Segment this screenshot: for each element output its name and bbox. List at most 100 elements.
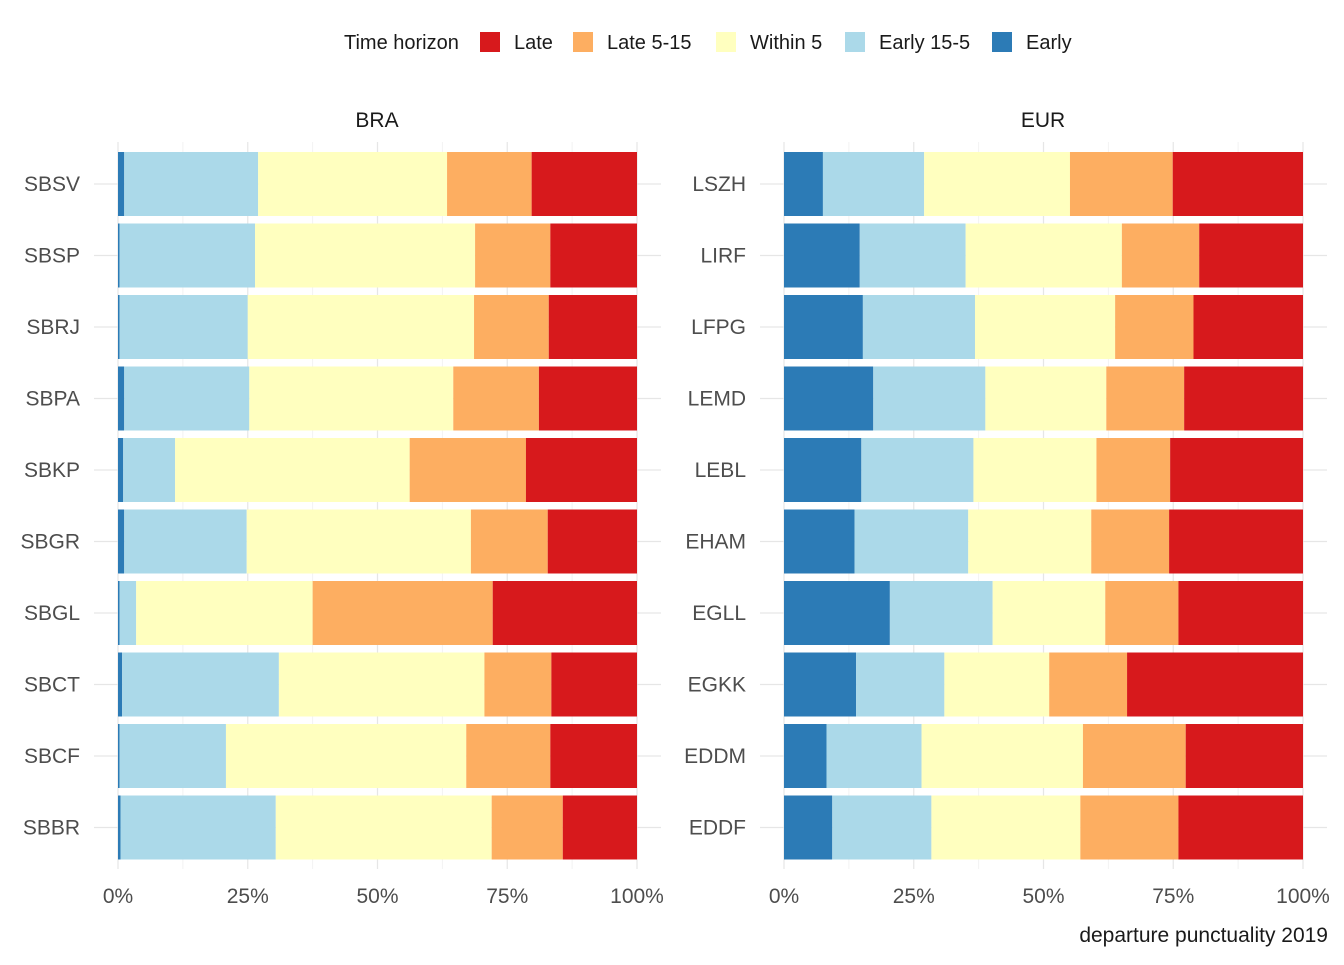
y-tick-label-lebl: LEBL	[695, 459, 746, 482]
bar-segment-egkk-early-15-5	[856, 652, 945, 717]
bar-segment-sbgr-within-5	[246, 509, 471, 574]
y-tick-label-sbkp: SBKP	[24, 459, 80, 482]
facet-panels: BRA SBSV SBSP SBRJ SBPA SBKP SBGR SBGL SBCT SBCF S…	[20, 109, 1329, 908]
y-tick-label-eddf: EDDF	[689, 817, 746, 840]
y-tick-label-eham: EHAM	[685, 531, 746, 554]
panel-eur: EUR LSZH LIRF LFPG LEMD LEBL EHAM EGLL EGKK EDDM E…	[684, 109, 1330, 908]
x-tick-label: 75%	[486, 885, 528, 908]
y-tick-label-sbct: SBCT	[24, 674, 80, 697]
y-tick-label-lfpg: LFPG	[691, 316, 746, 339]
legend-label-late: Late	[514, 32, 553, 54]
legend-label-within-5: Within 5	[750, 32, 822, 54]
bar-segment-sbpa-late	[538, 366, 637, 431]
bar-segment-sbsv-early	[118, 152, 125, 216]
legend-label-late-5-15: Late 5-15	[607, 32, 692, 54]
bar-segment-sbgr-early-15-5	[124, 509, 247, 574]
bar-segment-lebl-within-5	[973, 438, 1097, 502]
bar-segment-sbpa-within-5	[249, 366, 454, 431]
bar-segment-sbcf-early	[118, 724, 120, 788]
bar-segment-eddf-late-5-15	[1080, 795, 1179, 860]
bar-segment-lemd-within-5	[985, 366, 1107, 431]
bar-segment-sbsp-early	[118, 223, 120, 288]
x-tick-label: 50%	[1022, 885, 1064, 908]
bar-segment-sbbr-early	[118, 795, 121, 860]
bar-segment-sbbr-late-5-15	[491, 795, 563, 860]
bar-segment-eham-within-5	[968, 509, 1092, 574]
bar-segment-lebl-early-15-5	[861, 438, 974, 502]
bar-segment-sbsv-late	[531, 152, 637, 216]
bar-segment-lebl-late-5-15	[1096, 438, 1171, 502]
bar-segment-sbpa-early-15-5	[124, 366, 250, 431]
bar-segment-sbrj-within-5	[247, 295, 475, 359]
bar-segment-sbsp-early-15-5	[119, 223, 256, 288]
bar-segment-lfpg-early	[784, 295, 863, 359]
bar-segment-lirf-late	[1199, 223, 1303, 288]
bar-segment-sbsv-late-5-15	[447, 152, 532, 216]
bar-segment-eddm-early-15-5	[826, 724, 922, 788]
bar-segment-lirf-early	[784, 223, 860, 288]
bar-segment-sbgr-late	[547, 509, 637, 574]
bar-segment-sbkp-early	[118, 438, 124, 502]
bar-segment-lszh-late-5-15	[1069, 152, 1173, 216]
bar-segment-sbgl-early	[118, 581, 120, 645]
bar-segment-eham-early-15-5	[854, 509, 969, 574]
bar-segment-egll-early-15-5	[889, 581, 993, 645]
y-tick-label-sbgl: SBGL	[24, 602, 80, 625]
bar-segment-sbbr-early-15-5	[120, 795, 276, 860]
bar-segment-sbpa-late-5-15	[453, 366, 539, 431]
bar-segment-sbgl-late-5-15	[312, 581, 493, 645]
x-tick-label: 100%	[610, 885, 664, 908]
bar-segment-lfpg-within-5	[974, 295, 1116, 359]
bar-segment-eddm-late-5-15	[1082, 724, 1186, 788]
legend-swatch-late-5-15	[573, 32, 593, 52]
x-tick-label: 50%	[356, 885, 398, 908]
bar-segment-lirf-late-5-15	[1121, 223, 1200, 288]
bar-segment-sbsv-within-5	[258, 152, 448, 216]
legend-swatch-late	[480, 32, 500, 52]
bar-segment-sbgr-late-5-15	[470, 509, 548, 574]
bar-segment-egkk-early	[784, 652, 857, 717]
bar-segment-eddm-early	[784, 724, 827, 788]
x-tick-label: 0%	[769, 885, 799, 908]
y-tick-label-sbbr: SBBR	[23, 817, 80, 840]
bars	[118, 152, 637, 860]
bar-segment-sbgl-late	[492, 581, 637, 645]
bar-segment-sbrj-early-15-5	[119, 295, 248, 359]
bar-segment-sbbr-within-5	[275, 795, 492, 860]
bar-segment-lirf-within-5	[965, 223, 1122, 288]
bar-segment-sbcf-early-15-5	[119, 724, 226, 788]
legend-title: Time horizon	[344, 32, 459, 54]
y-tick-label-lemd: LEMD	[688, 388, 746, 411]
bar-segment-lszh-early	[784, 152, 823, 216]
panel-bra: BRA SBSV SBSP SBRJ SBPA SBKP SBGR SBGL SBCT SBCF S…	[20, 109, 663, 908]
bar-segment-egll-late-5-15	[1105, 581, 1179, 645]
x-tick-label: 0%	[103, 885, 133, 908]
legend-label-early: Early	[1026, 32, 1072, 54]
bar-segment-sbgl-early-15-5	[119, 581, 137, 645]
bar-segment-eham-late-5-15	[1091, 509, 1170, 574]
bar-segment-sbct-early	[118, 652, 123, 717]
x-tick-label: 100%	[1276, 885, 1330, 908]
legend-label-early-15-5: Early 15-5	[879, 32, 970, 54]
bar-segment-egkk-within-5	[944, 652, 1050, 717]
bar-segment-egll-early	[784, 581, 890, 645]
y-tick-label-egkk: EGKK	[688, 674, 746, 697]
bar-segment-sbkp-within-5	[175, 438, 410, 502]
bar-segment-lfpg-late-5-15	[1115, 295, 1194, 359]
bar-segment-egkk-late	[1127, 652, 1303, 717]
bar-segment-eddm-late	[1185, 724, 1303, 788]
bar-segment-lebl-late	[1170, 438, 1303, 502]
bar-segment-lebl-early	[784, 438, 862, 502]
bar-segment-sbrj-late-5-15	[474, 295, 549, 359]
legend-swatch-early-15-5	[845, 32, 865, 52]
y-tick-label-sbrj: SBRJ	[26, 316, 80, 339]
bar-segment-sbsp-within-5	[255, 223, 476, 288]
y-tick-label-eddm: EDDM	[684, 745, 746, 768]
bar-segment-lszh-late	[1172, 152, 1303, 216]
bar-segment-lszh-early-15-5	[822, 152, 925, 216]
y-tick-label-sbcf: SBCF	[24, 745, 80, 768]
bar-segment-lemd-late	[1184, 366, 1303, 431]
bar-segment-lszh-within-5	[924, 152, 1070, 216]
y-tick-label-lirf: LIRF	[700, 245, 746, 268]
bar-segment-sbct-late	[551, 652, 637, 717]
